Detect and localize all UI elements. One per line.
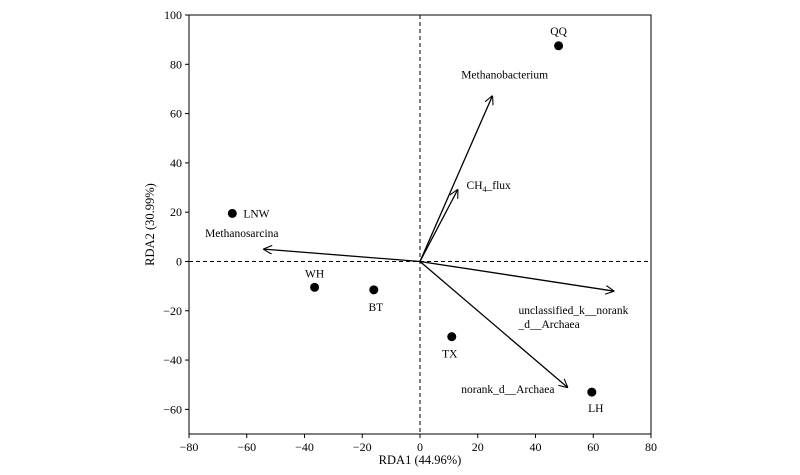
sample-label-LNW: LNW	[243, 208, 269, 220]
sample-label-QQ: QQ	[550, 26, 567, 38]
y-tick-label: −60	[163, 402, 182, 416]
vector-arrow-Methanosarcina	[264, 249, 421, 263]
vector-label-norank_d__Archaea: norank_d__Archaea	[461, 384, 554, 396]
x-tick-label: −40	[295, 440, 314, 454]
sample-points: LNW WH BT QQ TX LH	[227, 26, 603, 415]
y-tick-label: 20	[170, 205, 182, 219]
y-tick-label: 80	[170, 57, 182, 71]
sample-label-TX: TX	[442, 349, 458, 361]
sample-point-WH	[310, 282, 320, 292]
vector-label-unclassified_k__norank_d__Archaea-line1: unclassified_k__norank	[518, 305, 628, 317]
x-tick-label: 20	[472, 440, 484, 454]
sample-point-BT	[369, 285, 379, 295]
y-tick-label: −20	[163, 304, 182, 318]
y-tick-label: 40	[170, 156, 182, 170]
y-tick-label: 100	[164, 8, 182, 22]
axis-ticks: −80 −60 −40 −20 0 20 40 60 80 −60 −40 −20 0 20 40 60 80 1…	[163, 8, 657, 454]
vector-arrow-norank_d__Archaea	[419, 260, 567, 387]
x-tick-label: 60	[587, 440, 599, 454]
x-tick-label: −80	[180, 440, 199, 454]
sample-point-TX	[447, 332, 457, 342]
vector-arrow-unclassified_k__norank_d__Archaea	[419, 260, 613, 291]
sample-point-LH	[587, 387, 597, 397]
vector-label-Methanobacterium: Methanobacterium	[461, 69, 548, 81]
y-tick-label: −40	[163, 353, 182, 367]
vector-label-unclassified_k__norank_d__Archaea-line2: _d__Archaea	[517, 319, 579, 331]
vector-label-CH4_flux: CH4_flux	[467, 180, 512, 194]
x-tick-label: 0	[417, 440, 423, 454]
y-tick-label: 0	[176, 254, 182, 268]
sample-label-WH: WH	[305, 268, 324, 280]
sample-label-BT: BT	[368, 302, 383, 314]
sample-point-QQ	[554, 41, 564, 51]
sample-point-LNW	[227, 208, 237, 218]
y-tick-label: 60	[170, 107, 182, 121]
x-tick-label: 40	[530, 440, 542, 454]
x-axis-title: RDA1 (44.96%)	[379, 453, 462, 467]
vector-arrow-CH4_flux	[419, 190, 458, 262]
vector-label-Methanosarcina: Methanosarcina	[205, 228, 278, 240]
vectors: Methanobacterium CH4_flux Methanosarcina un…	[205, 69, 628, 396]
x-tick-label: −20	[353, 440, 372, 454]
y-axis-title: RDA2 (30.99%)	[143, 183, 157, 266]
sample-label-LH: LH	[588, 403, 603, 415]
vector-arrow-Methanobacterium	[419, 96, 492, 262]
reference-lines	[189, 15, 651, 434]
x-tick-label: 80	[645, 440, 657, 454]
x-tick-label: −60	[237, 440, 256, 454]
plot-frame	[188, 14, 652, 435]
